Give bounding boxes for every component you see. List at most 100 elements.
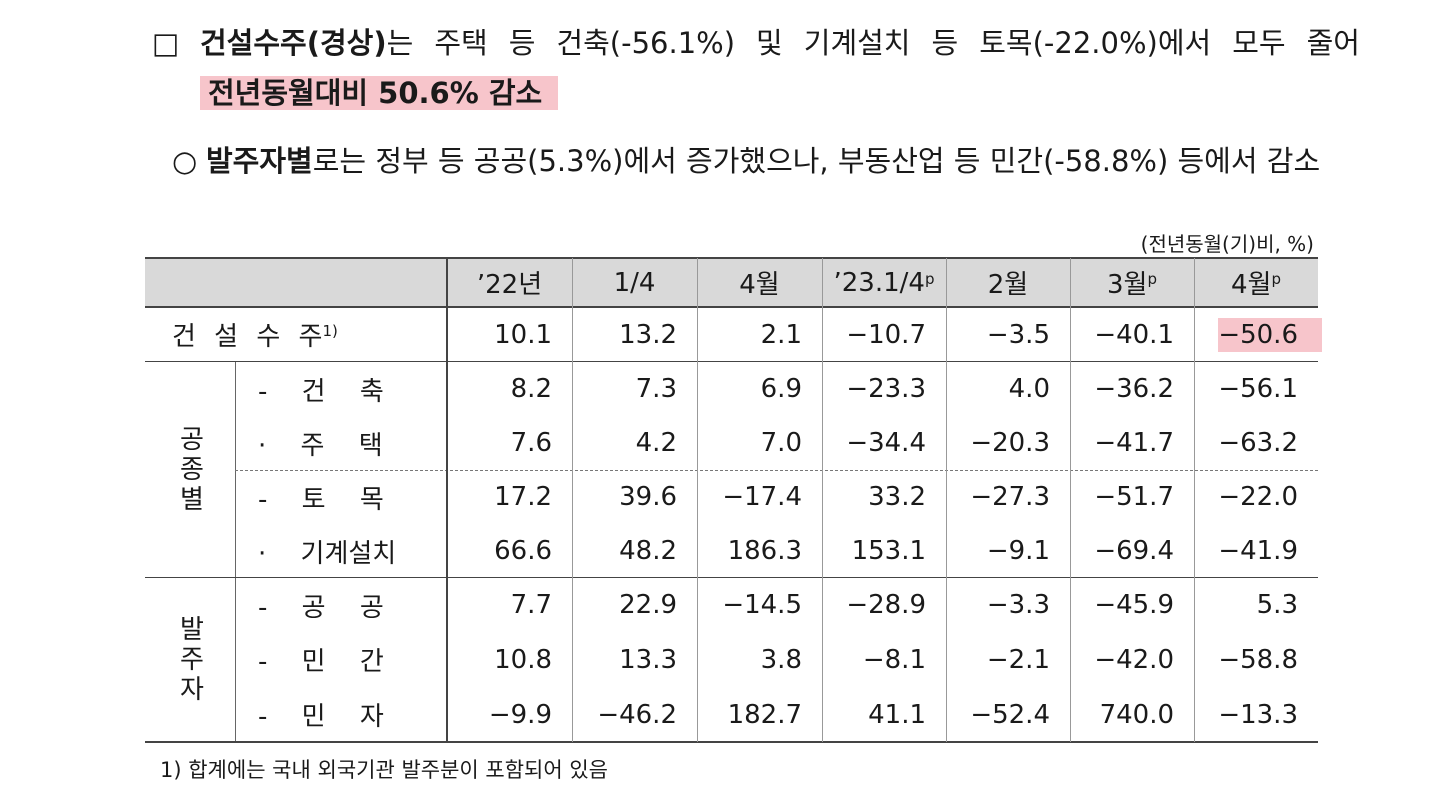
- table-value: −10.7: [846, 319, 926, 350]
- row-label: - 토 목: [258, 484, 384, 515]
- table-border: [822, 258, 823, 742]
- table-border: [697, 258, 698, 742]
- table-value: −46.2: [597, 699, 677, 730]
- footnote-ref: 1): [322, 321, 338, 340]
- table-value: 2.1: [760, 319, 802, 350]
- bullet-marker: ○: [172, 144, 198, 178]
- header-text: 4월: [739, 270, 780, 300]
- superscript: p: [1147, 269, 1157, 288]
- table-value: −13.3: [1218, 699, 1298, 730]
- highlight: 전년동월대비 50.6% 감소: [200, 76, 559, 110]
- table-value: −3.5: [986, 319, 1050, 350]
- table-border: [145, 361, 1318, 362]
- sub-bullet: ○ 발주자별로는 정부 등 공공(5.3%)에서 증가했으나, 부동산업 등 민간…: [172, 138, 1346, 184]
- column-header: ’22년: [447, 258, 572, 307]
- table-value: 4.2: [635, 428, 677, 458]
- text: 로는 정부 등 공공(5.3%)에서 증가했으나, 부동산업 등 민간(-58.…: [312, 144, 1321, 178]
- table-value: −20.3: [970, 428, 1050, 458]
- row-label: - 건 축: [258, 376, 384, 407]
- column-header: ’23.1/4 p: [822, 258, 946, 307]
- table-value: 39.6: [619, 482, 677, 512]
- header-text: ’23.1/4: [833, 267, 925, 298]
- table-value: −58.8: [1218, 644, 1298, 675]
- table-border: [572, 258, 573, 742]
- bold-text: 발주자별: [206, 144, 313, 178]
- row-label: · 주 택: [258, 430, 383, 461]
- table-border: [235, 578, 236, 742]
- table-value: 7.6: [510, 428, 552, 458]
- row-label: - 공 공: [258, 592, 384, 623]
- table-value: 3.8: [760, 644, 802, 675]
- unit-label: (전년동월(기)비, %): [1140, 232, 1314, 256]
- header-text: 1/4: [613, 267, 656, 298]
- table-value: 13.3: [619, 644, 677, 675]
- table-value: −23.3: [846, 374, 926, 404]
- table-value: −17.4: [722, 482, 802, 512]
- table-value: 4.0: [1008, 374, 1050, 404]
- table-value: 13.2: [619, 319, 677, 350]
- row-label: 건 설 수 주 1): [172, 307, 338, 362]
- column-header: 4월: [697, 258, 822, 307]
- table-value: 22.9: [619, 590, 677, 621]
- table-value: −8.1: [862, 644, 926, 675]
- table-value: −9.1: [986, 536, 1050, 566]
- bullet: □ 건설수주(경상)는 주택 등 건축(-56.1%) 및 기계설치 등 토목(-…: [152, 18, 1360, 118]
- table-value: 10.1: [494, 319, 552, 350]
- table-value: −69.4: [1094, 536, 1174, 566]
- header-bg: [145, 258, 1318, 307]
- text: 는 주택 등 건축(-56.1%) 및 기계설치 등 토목(-22.0%)에서 …: [386, 26, 1360, 60]
- table-value: 7.7: [510, 590, 552, 621]
- table-value: −45.9: [1094, 590, 1174, 621]
- table-border: [1194, 258, 1195, 742]
- table-border: [145, 577, 1318, 578]
- header-text: 3월: [1107, 270, 1148, 300]
- table-value: 66.6: [494, 536, 552, 566]
- table-value: −22.0: [1218, 482, 1298, 512]
- table-value: 186.3: [727, 536, 802, 566]
- group-label: 공종별: [174, 425, 205, 515]
- table-value: −9.9: [488, 699, 552, 730]
- header-text: ’22년: [476, 270, 543, 300]
- bold-text: 건설수주(경상): [200, 26, 387, 60]
- table-border: [145, 741, 1318, 743]
- table-border: [1070, 258, 1071, 742]
- table-value: −50.6: [1218, 319, 1298, 350]
- bullet-marker: □: [152, 26, 180, 60]
- table-value: −28.9: [846, 590, 926, 621]
- table-value: −27.3: [970, 482, 1050, 512]
- table-value: −36.2: [1094, 374, 1174, 404]
- table-value: 7.3: [635, 374, 677, 404]
- table-value: −63.2: [1218, 428, 1298, 458]
- table-value: 10.8: [494, 644, 552, 675]
- group-label: 발주자: [174, 615, 205, 705]
- column-header: 2월: [946, 258, 1070, 307]
- table-value: 182.7: [727, 699, 802, 730]
- table-value: −2.1: [986, 644, 1050, 675]
- header-text: 4월: [1231, 270, 1272, 300]
- table-value: 41.1: [868, 699, 926, 730]
- superscript: p: [924, 269, 935, 288]
- row-label: · 기계설치: [258, 538, 397, 569]
- table-value: −51.7: [1094, 482, 1174, 512]
- table-value: 740.0: [1099, 699, 1174, 730]
- table-value: 5.3: [1256, 590, 1298, 621]
- table-value: −40.1: [1094, 319, 1174, 350]
- table-value: 48.2: [619, 536, 677, 566]
- table-value: 33.2: [868, 482, 926, 512]
- column-header: 3월 p: [1070, 258, 1194, 307]
- table-value: 7.0: [760, 428, 802, 458]
- table-value: 153.1: [851, 536, 926, 566]
- label-text: 건 설 수 주: [172, 322, 323, 352]
- footnote: 1) 합계에는 국내 외국기관 발주분이 포함되어 있음: [160, 758, 609, 782]
- header-text: 2월: [987, 270, 1029, 300]
- row-label: - 민 간: [258, 647, 384, 678]
- table-value: 8.2: [510, 374, 552, 404]
- table-value: −14.5: [722, 590, 802, 621]
- table-border: [145, 257, 1318, 259]
- column-header: 1/4: [572, 258, 697, 307]
- table-value: −41.7: [1094, 428, 1174, 458]
- superscript: p: [1271, 269, 1281, 288]
- table-border: [145, 306, 1318, 308]
- table-value: −52.4: [970, 699, 1050, 730]
